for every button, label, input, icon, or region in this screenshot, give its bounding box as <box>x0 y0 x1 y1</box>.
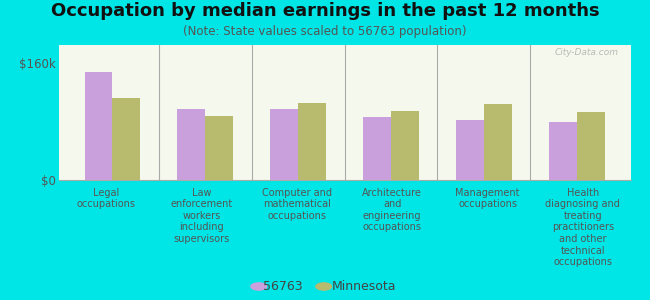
Bar <box>549 122 577 180</box>
Text: Occupation by median earnings in the past 12 months: Occupation by median earnings in the pas… <box>51 2 599 20</box>
Text: Health
diagnosing and
treating
practitioners
and other
technical
occupations: Health diagnosing and treating practitio… <box>545 188 620 267</box>
Bar <box>363 116 391 180</box>
Bar <box>456 120 484 180</box>
Text: Computer and
mathematical
occupations: Computer and mathematical occupations <box>262 188 332 221</box>
Text: Legal
occupations: Legal occupations <box>77 188 136 209</box>
Bar <box>205 116 233 180</box>
Text: Minnesota: Minnesota <box>332 280 396 293</box>
Bar <box>177 109 205 180</box>
Bar <box>112 98 140 180</box>
Text: Law
enforcement
workers
including
supervisors: Law enforcement workers including superv… <box>170 188 233 244</box>
Text: Architecture
and
engineering
occupations: Architecture and engineering occupations <box>362 188 422 232</box>
Text: 56763: 56763 <box>263 280 303 293</box>
Text: Management
occupations: Management occupations <box>455 188 520 209</box>
Bar <box>391 111 419 180</box>
Text: City-Data.com: City-Data.com <box>555 48 619 57</box>
Bar <box>84 72 112 180</box>
Bar <box>270 109 298 180</box>
Bar <box>298 103 326 180</box>
Bar <box>577 112 604 180</box>
Bar <box>484 104 512 180</box>
Text: (Note: State values scaled to 56763 population): (Note: State values scaled to 56763 popu… <box>183 26 467 38</box>
